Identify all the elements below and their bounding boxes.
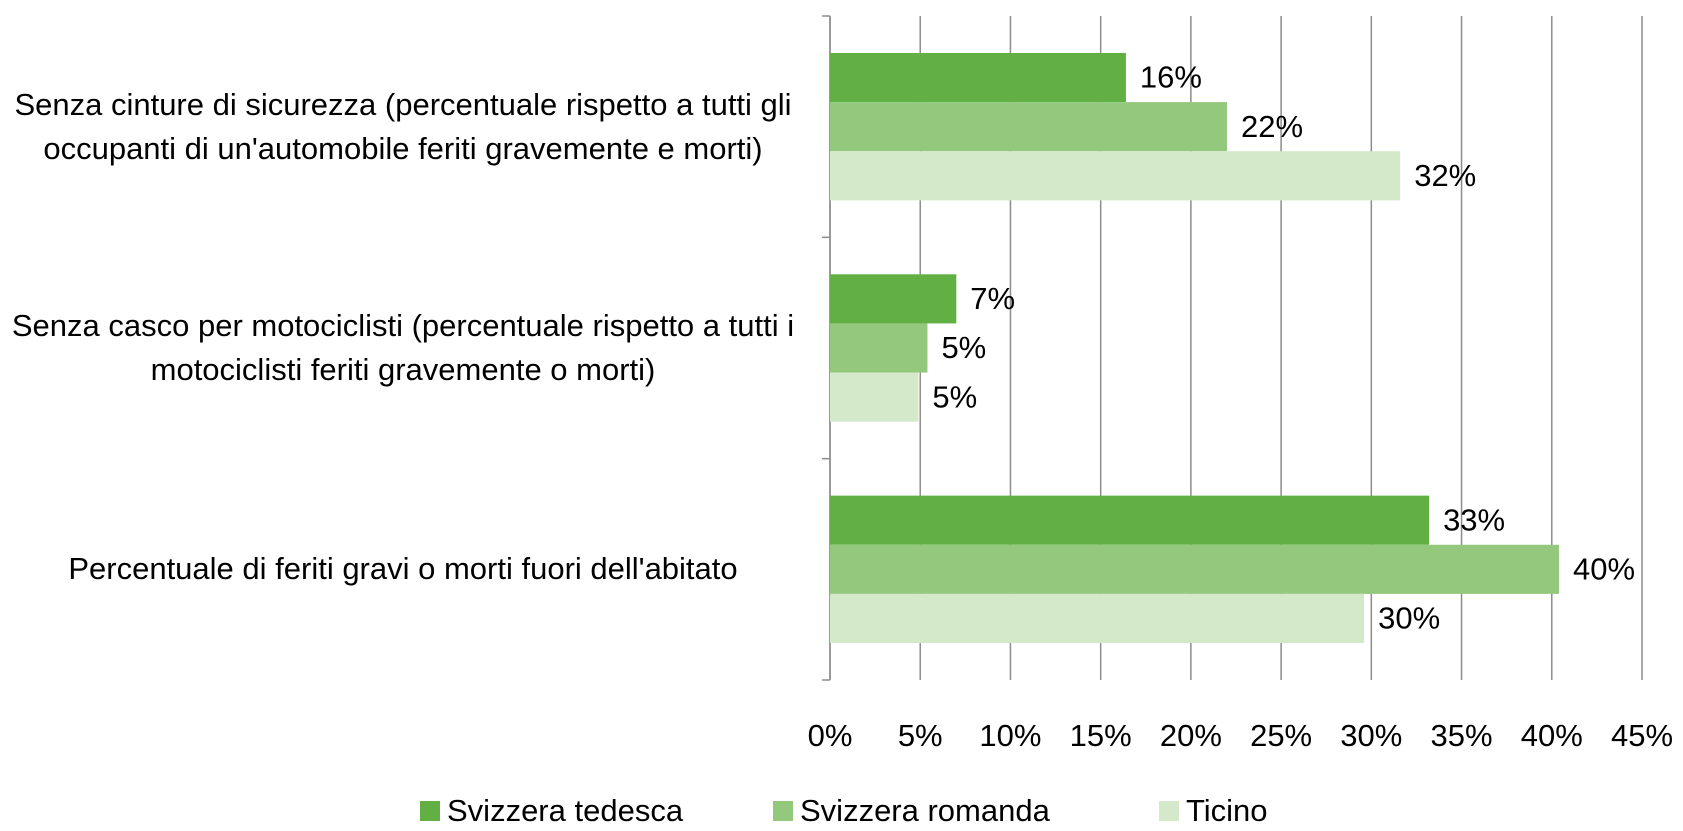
x-tick-label: 10% <box>979 718 1041 753</box>
x-tick-label: 30% <box>1340 718 1402 753</box>
x-tick-label: 5% <box>898 718 943 753</box>
bar <box>830 102 1227 152</box>
x-tick-label: 35% <box>1431 718 1493 753</box>
data-label: 22% <box>1241 109 1303 144</box>
data-label: 32% <box>1414 158 1476 193</box>
legend-label: Svizzera romanda <box>800 793 1051 828</box>
x-tick-label: 15% <box>1070 718 1132 753</box>
data-label: 5% <box>941 330 986 365</box>
data-label: 16% <box>1140 60 1202 95</box>
bar <box>830 52 1126 103</box>
y-tick-label: Senza casco per motociclisti (percentual… <box>11 308 795 387</box>
bar <box>830 495 1430 545</box>
legend-label: Svizzera tedesca <box>447 793 684 828</box>
legend-swatch <box>420 801 440 821</box>
x-tick-label: 20% <box>1160 718 1222 753</box>
data-label: 33% <box>1443 502 1505 537</box>
bar <box>830 372 919 422</box>
legend-swatch <box>773 801 793 821</box>
x-tick-label: 25% <box>1250 718 1312 753</box>
x-tick-label: 45% <box>1611 718 1673 753</box>
data-label: 40% <box>1573 552 1635 587</box>
bar <box>830 323 928 373</box>
legend-swatch <box>1159 801 1179 821</box>
bar <box>830 274 957 324</box>
x-tick-label: 0% <box>808 718 853 753</box>
data-label: 30% <box>1378 601 1440 636</box>
y-tick-label: Percentuale di feriti gravi o morti fuor… <box>68 551 738 587</box>
bar <box>830 593 1365 644</box>
data-label: 7% <box>970 281 1015 316</box>
bar <box>830 544 1559 594</box>
bar <box>830 151 1401 201</box>
legend-label: Ticino <box>1186 793 1268 828</box>
data-label: 5% <box>932 379 977 414</box>
y-tick-label: Senza cinture di sicurezza (percentuale … <box>14 86 792 166</box>
x-tick-label: 40% <box>1521 718 1583 753</box>
